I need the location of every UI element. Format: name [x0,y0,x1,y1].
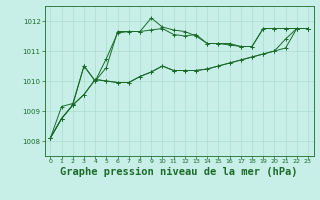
X-axis label: Graphe pression niveau de la mer (hPa): Graphe pression niveau de la mer (hPa) [60,167,298,177]
